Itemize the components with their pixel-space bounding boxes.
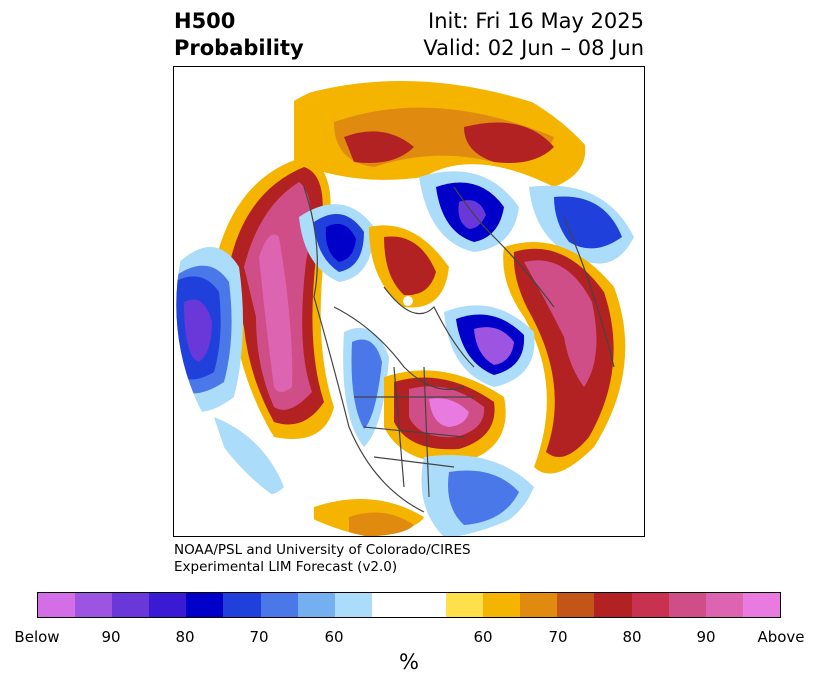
colorbar-swatch bbox=[371, 593, 409, 617]
colorbar-swatch bbox=[631, 593, 669, 617]
colorbar-swatch bbox=[557, 593, 595, 617]
map-title: H500 Probability bbox=[174, 8, 304, 62]
colorbar-tick-label: 70 bbox=[249, 628, 269, 646]
colorbar-swatch bbox=[520, 593, 558, 617]
credit-line2: Experimental LIM Forecast (v2.0) bbox=[174, 559, 398, 575]
title-line1: H500 bbox=[174, 9, 236, 33]
colorbar-tick-label: 60 bbox=[324, 628, 344, 646]
init-date: Init: Fri 16 May 2025 bbox=[428, 9, 644, 33]
colorbar-swatch bbox=[668, 593, 706, 617]
colorbar-swatch bbox=[408, 593, 447, 617]
colorbar-tick-label: Below bbox=[14, 628, 60, 646]
credit-text: NOAA/PSL and University of Colorado/CIRE… bbox=[174, 542, 471, 576]
colorbar-tick-label: 80 bbox=[622, 628, 642, 646]
forecast-dates: Init: Fri 16 May 2025 Valid: 02 Jun – 08… bbox=[423, 8, 644, 62]
map-canvas bbox=[175, 68, 644, 536]
colorbar-swatch bbox=[75, 593, 113, 617]
colorbar-swatch bbox=[38, 593, 76, 617]
credit-line1: NOAA/PSL and University of Colorado/CIRE… bbox=[174, 542, 471, 558]
colorbar-tick-label: 70 bbox=[548, 628, 568, 646]
colorbar-swatch bbox=[483, 593, 521, 617]
title-line2: Probability bbox=[174, 36, 304, 60]
colorbar-swatch bbox=[186, 593, 224, 617]
colorbar-swatch bbox=[705, 593, 743, 617]
valid-date: Valid: 02 Jun – 08 Jun bbox=[423, 36, 644, 60]
probability-map bbox=[173, 66, 645, 537]
colorbar-swatch bbox=[149, 593, 187, 617]
colorbar-tick-label: 90 bbox=[696, 628, 716, 646]
colorbar-swatch bbox=[260, 593, 298, 617]
probability-colorbar bbox=[37, 592, 781, 618]
colorbar-tick-label: Above bbox=[757, 628, 805, 646]
colorbar-tick-label: 60 bbox=[473, 628, 493, 646]
probability-field bbox=[176, 81, 634, 536]
colorbar-swatch bbox=[594, 593, 632, 617]
colorbar-tick-label: 80 bbox=[175, 628, 195, 646]
colorbar-tick-label: 90 bbox=[101, 628, 121, 646]
colorbar-swatch bbox=[742, 593, 780, 617]
colorbar-unit: % bbox=[399, 650, 419, 674]
colorbar-swatch bbox=[223, 593, 261, 617]
colorbar-swatch bbox=[334, 593, 372, 617]
colorbar-swatch bbox=[446, 593, 484, 617]
colorbar-swatch bbox=[297, 593, 335, 617]
colorbar-swatch bbox=[112, 593, 150, 617]
